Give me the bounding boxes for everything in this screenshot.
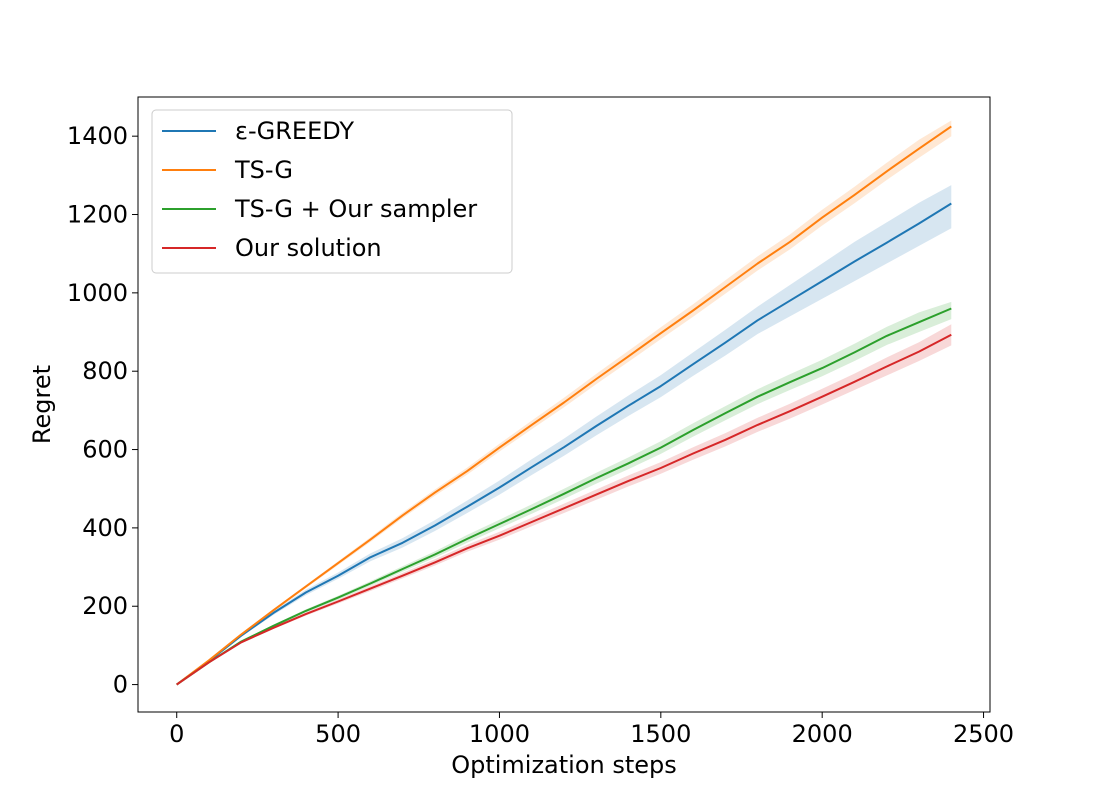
legend-label-greedy: ε-GREEDY [235, 117, 354, 145]
y-tick-label: 200 [82, 592, 128, 620]
legend-label-ts-g: TS-G [234, 156, 293, 184]
x-axis-ticks: 0 500 1000 1500 2000 2500 [169, 712, 1014, 748]
y-axis-ticks: 0 200 400 600 800 1000 1200 1400 [67, 122, 138, 699]
plot-frame [137, 96, 991, 713]
line-our-solution [176, 333, 952, 686]
x-tick-label: 2000 [792, 720, 853, 748]
y-tick-label: 600 [82, 436, 128, 464]
legend-label-ts-g-our-sampler: TS-G + Our sampler [234, 195, 477, 223]
x-axis-label: Optimization steps [451, 751, 677, 779]
y-tick-label: 1200 [67, 201, 128, 229]
legend-box [151, 109, 513, 274]
y-tick-label: 1400 [67, 122, 128, 150]
x-tick-label: 500 [315, 720, 361, 748]
legend-label-our-solution: Our solution [235, 234, 382, 262]
series-lines [176, 125, 952, 686]
x-tick-label: 1500 [630, 720, 691, 748]
y-tick-label: 0 [113, 671, 128, 699]
y-axis-label: Regret [28, 365, 56, 444]
y-tick-label: 800 [82, 357, 128, 385]
x-tick-label: 2500 [953, 720, 1014, 748]
line-ts-g-our-sampler [176, 307, 952, 686]
band-greedy [176, 185, 952, 685]
y-tick-label: 400 [82, 514, 128, 542]
x-tick-label: 1000 [469, 720, 530, 748]
x-tick-label: 0 [169, 720, 184, 748]
line-greedy [176, 202, 952, 686]
line-ts-g [176, 125, 952, 686]
band-our-solution [176, 324, 952, 685]
legend: ε-GREEDY TS-G TS-G + Our sampler Our soluti… [151, 109, 513, 274]
y-tick-label: 1000 [67, 279, 128, 307]
